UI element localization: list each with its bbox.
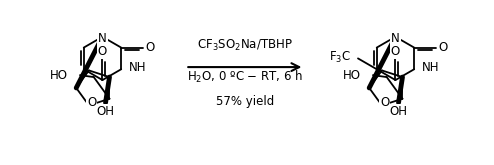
Text: N: N [98,32,107,45]
Text: H$_2$O, 0 ºC − RT, 6 h: H$_2$O, 0 ºC − RT, 6 h [187,69,303,85]
Text: O: O [438,41,448,54]
Text: O: O [145,41,154,54]
Text: OH: OH [96,105,115,118]
Text: HO: HO [50,69,68,82]
Text: OH: OH [390,105,408,118]
Text: O: O [380,96,389,109]
Text: O: O [391,45,400,58]
Text: HO: HO [343,69,361,82]
Text: 57% yield: 57% yield [216,95,274,108]
Text: CF$_3$SO$_2$Na/TBHP: CF$_3$SO$_2$Na/TBHP [197,38,292,53]
Text: NH: NH [129,61,147,74]
Text: F$_3$C: F$_3$C [329,50,351,65]
Text: O: O [87,96,96,109]
Text: NH: NH [422,61,440,74]
Text: O: O [98,45,107,58]
Text: N: N [391,32,400,45]
